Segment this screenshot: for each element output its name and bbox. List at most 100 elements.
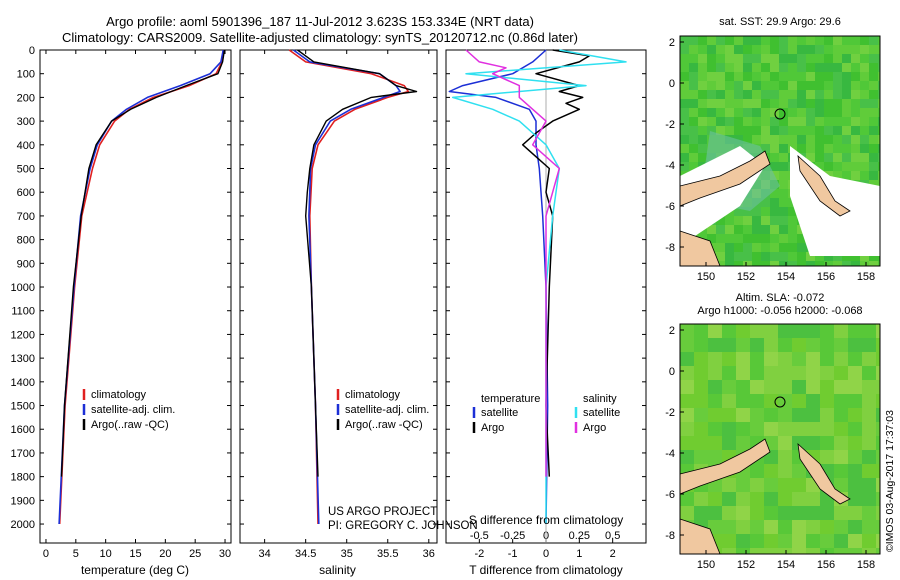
map-cell bbox=[869, 162, 878, 171]
map-cell bbox=[869, 171, 878, 180]
map-cell bbox=[792, 464, 806, 478]
map-cell bbox=[764, 534, 778, 548]
map-cell bbox=[708, 338, 722, 352]
map-x-tick-label: 154 bbox=[777, 559, 795, 571]
map-cell bbox=[834, 436, 848, 450]
map-cell bbox=[743, 36, 752, 45]
map-cell bbox=[820, 534, 834, 548]
map-x-tick-label: 156 bbox=[817, 271, 835, 283]
map-cell bbox=[792, 422, 806, 436]
map-cell bbox=[779, 243, 788, 252]
map-cell bbox=[851, 153, 860, 162]
map-cell bbox=[743, 216, 752, 225]
map-cell bbox=[862, 352, 876, 366]
map-cell bbox=[698, 45, 707, 54]
map-cell bbox=[750, 422, 764, 436]
map-cell bbox=[820, 436, 834, 450]
map-cell bbox=[806, 36, 815, 45]
map-cell bbox=[779, 189, 788, 198]
map-cell bbox=[761, 135, 770, 144]
map-cell bbox=[770, 54, 779, 63]
map-cell bbox=[680, 366, 694, 380]
map-cell bbox=[680, 162, 689, 171]
argo-position-marker bbox=[774, 396, 786, 408]
map-cell bbox=[779, 54, 788, 63]
map-cell bbox=[869, 252, 878, 261]
y-tick-label: 1400 bbox=[11, 377, 35, 389]
panel-frame-1 bbox=[39, 49, 232, 544]
map-cell bbox=[806, 422, 820, 436]
map-y-tick-label: -4 bbox=[665, 448, 675, 460]
map-cell bbox=[797, 108, 806, 117]
map-cell bbox=[792, 324, 806, 338]
map-cell bbox=[761, 99, 770, 108]
map-cell bbox=[716, 63, 725, 72]
map-cell bbox=[848, 338, 862, 352]
map-cell bbox=[842, 153, 851, 162]
map-cell bbox=[734, 108, 743, 117]
x-tick-label: 0 bbox=[543, 548, 549, 560]
map-cell bbox=[792, 478, 806, 492]
map-cell bbox=[878, 108, 880, 117]
map-cell bbox=[694, 324, 708, 338]
map-cell bbox=[778, 450, 792, 464]
map-cell bbox=[878, 153, 880, 162]
map-cell bbox=[862, 534, 876, 548]
y-tick-label: 1500 bbox=[11, 401, 35, 413]
map-cell bbox=[878, 162, 880, 171]
map-cell bbox=[815, 99, 824, 108]
map-cell bbox=[851, 144, 860, 153]
x-tick-label: 10 bbox=[100, 548, 112, 560]
map-cell bbox=[734, 99, 743, 108]
series-argo---raw--qc- bbox=[297, 49, 418, 477]
map-cell bbox=[848, 464, 862, 478]
map-cell bbox=[698, 108, 707, 117]
land-new-britain bbox=[679, 438, 771, 495]
map-cell bbox=[806, 135, 815, 144]
map-cell bbox=[725, 54, 734, 63]
map-cell bbox=[725, 225, 734, 234]
sla-map bbox=[679, 323, 881, 555]
map-cell bbox=[764, 464, 778, 478]
map-cell bbox=[779, 108, 788, 117]
map-cell bbox=[750, 478, 764, 492]
map-cell bbox=[770, 135, 779, 144]
map-cell bbox=[862, 492, 876, 506]
map-cell bbox=[848, 436, 862, 450]
map-cell bbox=[824, 135, 833, 144]
map-cell bbox=[869, 261, 878, 266]
map-cell bbox=[689, 126, 698, 135]
map-cell bbox=[788, 36, 797, 45]
map-cell bbox=[815, 81, 824, 90]
map-cell bbox=[770, 72, 779, 81]
legend-label: satellite-adj. clim. bbox=[91, 404, 175, 416]
map-cell bbox=[716, 234, 725, 243]
map-cell bbox=[876, 506, 880, 520]
map-cell bbox=[725, 126, 734, 135]
map-y-tick-label: 0 bbox=[669, 366, 675, 378]
map-cell bbox=[792, 380, 806, 394]
map-cell bbox=[851, 54, 860, 63]
map-cell bbox=[734, 225, 743, 234]
map-cell bbox=[779, 126, 788, 135]
map-cell bbox=[698, 36, 707, 45]
map-cell bbox=[761, 90, 770, 99]
map-cell bbox=[716, 243, 725, 252]
map-cell bbox=[869, 99, 878, 108]
map-cell bbox=[770, 99, 779, 108]
map-cell bbox=[680, 81, 689, 90]
map-cell bbox=[788, 54, 797, 63]
map-cell bbox=[680, 45, 689, 54]
map-cell bbox=[770, 45, 779, 54]
map-x-tick-label: 150 bbox=[697, 271, 715, 283]
map-cell bbox=[833, 261, 842, 266]
map-cell bbox=[761, 198, 770, 207]
map-cell bbox=[869, 36, 878, 45]
y-tick-label: 1900 bbox=[11, 495, 35, 507]
map-cell bbox=[806, 117, 815, 126]
map-cell bbox=[869, 45, 878, 54]
map-cell bbox=[842, 63, 851, 72]
map-cell bbox=[797, 99, 806, 108]
map-cell bbox=[770, 81, 779, 90]
map-cell bbox=[694, 408, 708, 422]
